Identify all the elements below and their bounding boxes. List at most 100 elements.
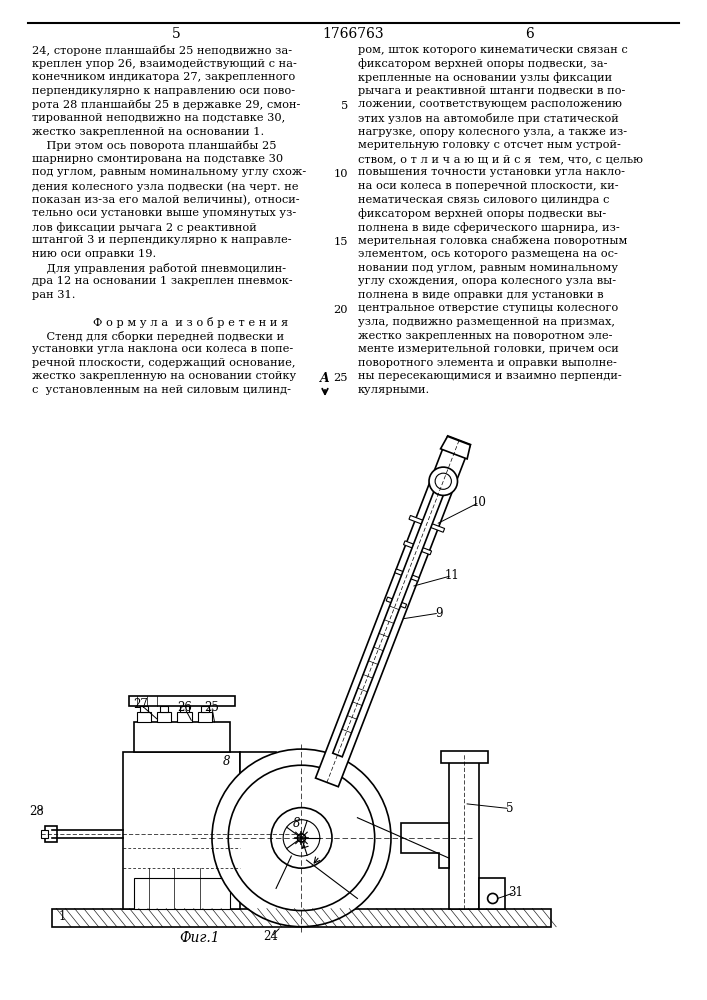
- Text: 26: 26: [177, 701, 192, 714]
- Circle shape: [488, 893, 498, 904]
- Circle shape: [212, 749, 391, 927]
- Text: полнена в виде сферического шарнира, из-: полнена в виде сферического шарнира, из-: [358, 222, 620, 233]
- Text: креплен упор 26, взаимодействующий с на-: креплен упор 26, взаимодействующий с на-: [32, 59, 297, 69]
- Text: перпендикулярно к направлению оси пово-: перпендикулярно к направлению оси пово-: [32, 86, 295, 96]
- Polygon shape: [333, 473, 450, 757]
- Text: нагрузке, опору колесного узла, а также из-: нагрузке, опору колесного узла, а также …: [358, 127, 627, 137]
- Text: с  установленным на ней силовым цилинд-: с установленным на ней силовым цилинд-: [32, 385, 291, 395]
- Text: 9: 9: [436, 607, 443, 620]
- Text: повышения точности установки угла накло-: повышения точности установки угла накло-: [358, 167, 625, 177]
- Text: мерительная головка снабжена поворотным: мерительная головка снабжена поворотным: [358, 235, 627, 246]
- Text: дра 12 на основании 1 закреплен пневмок-: дра 12 на основании 1 закреплен пневмок-: [32, 276, 293, 286]
- Text: жестко закрепленную на основании стойку: жестко закрепленную на основании стойку: [32, 371, 296, 381]
- Text: новании под углом, равным номинальному: новании под углом, равным номинальному: [358, 263, 618, 273]
- Text: ством, о т л и ч а ю щ и й с я  тем, что, с целью: ством, о т л и ч а ю щ и й с я тем, что,…: [358, 154, 643, 164]
- Text: углу схождения, опора колесного узла вы-: углу схождения, опора колесного узла вы-: [358, 276, 616, 286]
- Bar: [136, 712, 151, 722]
- Text: мерительную головку с отсчет ным устрой-: мерительную головку с отсчет ным устрой-: [358, 140, 621, 150]
- Circle shape: [271, 808, 332, 868]
- Text: штангой 3 и перпендикулярно к направле-: штангой 3 и перпендикулярно к направле-: [32, 235, 291, 245]
- Circle shape: [435, 473, 451, 489]
- Polygon shape: [440, 436, 470, 459]
- Text: жестко закрепленной на основании 1.: жестко закрепленной на основании 1.: [32, 127, 264, 137]
- Text: центральное отверстие ступицы колесного: центральное отверстие ступицы колесного: [358, 303, 618, 313]
- Text: 8: 8: [223, 755, 230, 768]
- Polygon shape: [315, 436, 471, 787]
- Polygon shape: [404, 541, 431, 555]
- Polygon shape: [395, 569, 419, 581]
- Text: 24, стороне планшайбы 25 неподвижно за-: 24, стороне планшайбы 25 неподвижно за-: [32, 45, 292, 56]
- Text: Для управления работой пневмоцилин-: Для управления работой пневмоцилин-: [32, 263, 286, 274]
- Text: речной плоскости, содержащий основание,: речной плоскости, содержащий основание,: [32, 358, 296, 368]
- Circle shape: [298, 834, 305, 842]
- Text: A: A: [320, 372, 330, 385]
- Text: кулярными.: кулярными.: [358, 385, 431, 395]
- Bar: [52, 909, 551, 927]
- Text: Фиг.1: Фиг.1: [180, 931, 220, 945]
- Bar: [134, 722, 230, 752]
- Text: 31: 31: [508, 886, 522, 899]
- Text: 24: 24: [264, 930, 279, 943]
- Text: 1: 1: [59, 910, 66, 923]
- Text: ран 31.: ран 31.: [32, 290, 76, 300]
- Polygon shape: [401, 823, 449, 868]
- Text: лов фиксации рычага 2 с реактивной: лов фиксации рычага 2 с реактивной: [32, 222, 257, 233]
- Text: фиксатором верхней опоры подвески, за-: фиксатором верхней опоры подвески, за-: [358, 59, 607, 69]
- Text: нию оси оправки 19.: нию оси оправки 19.: [32, 249, 156, 259]
- Bar: [479, 878, 505, 909]
- Text: ложении, соответствующем расположению: ложении, соответствующем расположению: [358, 99, 622, 109]
- Text: 11: 11: [445, 569, 459, 582]
- Text: шарнирно смонтирована на подставке 30: шарнирно смонтирована на подставке 30: [32, 154, 283, 164]
- Text: дения колесного узла подвески (на черт. не: дения колесного узла подвески (на черт. …: [32, 181, 298, 192]
- Polygon shape: [386, 597, 407, 608]
- Bar: [134, 878, 230, 909]
- Text: жестко закрепленных на поворотном эле-: жестко закрепленных на поворотном эле-: [358, 331, 612, 341]
- Bar: [140, 706, 148, 712]
- Bar: [129, 696, 235, 706]
- Text: нематическая связь силового цилиндра с: нематическая связь силового цилиндра с: [358, 195, 609, 205]
- Circle shape: [429, 467, 457, 495]
- Text: 25: 25: [334, 373, 348, 383]
- Text: Стенд для сборки передней подвески и: Стенд для сборки передней подвески и: [32, 331, 284, 342]
- Text: 8: 8: [293, 817, 300, 830]
- Bar: [198, 712, 212, 722]
- Circle shape: [228, 765, 375, 911]
- Text: фиксатором верхней опоры подвески вы-: фиксатором верхней опоры подвески вы-: [358, 208, 606, 219]
- Text: ны пересекающимися и взаимно перпенди-: ны пересекающимися и взаимно перпенди-: [358, 371, 621, 381]
- Bar: [124, 752, 240, 909]
- Circle shape: [284, 820, 320, 856]
- Text: ром, шток которого кинематически связан с: ром, шток которого кинематически связан …: [358, 45, 628, 55]
- Text: 10: 10: [334, 169, 348, 179]
- Bar: [160, 706, 168, 712]
- Text: под углом, равным номинальному углу схож-: под углом, равным номинальному углу схож…: [32, 167, 306, 177]
- Bar: [157, 712, 171, 722]
- Text: Ф о р м у л а  и з о б р е т е н и я: Ф о р м у л а и з о б р е т е н и я: [64, 317, 288, 328]
- Text: полнена в виде оправки для установки в: полнена в виде оправки для установки в: [358, 290, 604, 300]
- Text: менте измерительной головки, причем оси: менте измерительной головки, причем оси: [358, 344, 619, 354]
- Text: тированной неподвижно на подставке 30,: тированной неподвижно на подставке 30,: [32, 113, 285, 123]
- Text: элементом, ось которого размещена на ос-: элементом, ось которого размещена на ос-: [358, 249, 618, 259]
- Text: рота 28 планшайбы 25 в державке 29, смон-: рота 28 планшайбы 25 в державке 29, смон…: [32, 99, 300, 110]
- Polygon shape: [409, 515, 445, 532]
- Text: установки угла наклона оси колеса в попе-: установки угла наклона оси колеса в попе…: [32, 344, 293, 354]
- Text: узла, подвижно размещенной на призмах,: узла, подвижно размещенной на призмах,: [358, 317, 615, 327]
- Bar: [177, 712, 192, 722]
- Bar: [41, 830, 48, 838]
- Bar: [441, 751, 488, 763]
- Text: При этом ось поворота планшайбы 25: При этом ось поворота планшайбы 25: [32, 140, 276, 151]
- Text: рычага и реактивной штанги подвески в по-: рычага и реактивной штанги подвески в по…: [358, 86, 626, 96]
- Text: тельно оси установки выше упомянутых уз-: тельно оси установки выше упомянутых уз-: [32, 208, 296, 218]
- Text: показан из-за его малой величины), относи-: показан из-за его малой величины), относ…: [32, 195, 300, 205]
- Bar: [45, 826, 57, 842]
- Text: 10: 10: [472, 496, 487, 509]
- Text: поворотного элемента и оправки выполне-: поворотного элемента и оправки выполне-: [358, 358, 617, 368]
- Text: 1766763: 1766763: [322, 27, 384, 41]
- Text: 25: 25: [204, 701, 219, 714]
- Bar: [240, 752, 276, 813]
- Bar: [201, 706, 209, 712]
- Text: 15: 15: [334, 237, 348, 247]
- Text: крепленные на основании узлы фиксации: крепленные на основании узлы фиксации: [358, 72, 612, 83]
- Bar: [180, 706, 189, 712]
- Text: 5: 5: [506, 802, 514, 815]
- Text: 5: 5: [172, 27, 180, 41]
